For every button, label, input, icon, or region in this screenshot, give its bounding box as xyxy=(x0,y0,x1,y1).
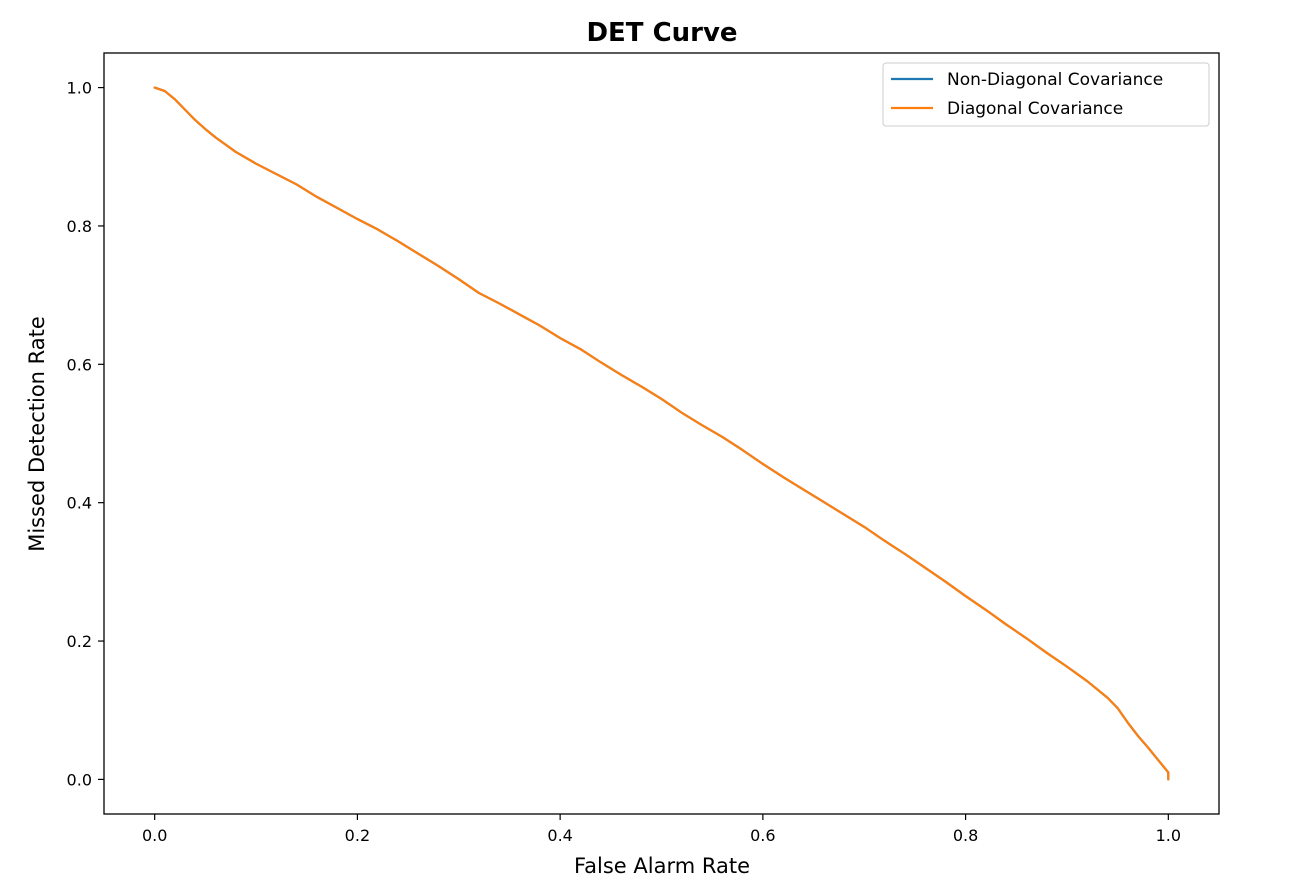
x-tick-label: 0.8 xyxy=(953,826,978,845)
y-tick-label: 1.0 xyxy=(67,79,92,98)
legend-label-non-diagonal: Non-Diagonal Covariance xyxy=(947,70,1163,90)
x-axis-ticks: 0.0 0.2 0.4 0.6 0.8 1.0 xyxy=(142,814,1181,845)
x-tick-label: 0.6 xyxy=(750,826,775,845)
y-axis-label: Missed Detection Rate xyxy=(25,316,49,552)
x-tick-label: 0.2 xyxy=(345,826,370,845)
legend: Non-Diagonal Covariance Diagonal Covaria… xyxy=(882,62,1210,127)
chart-title: DET Curve xyxy=(586,18,737,48)
legend-label-diagonal: Diagonal Covariance xyxy=(947,99,1123,119)
y-tick-label: 0.8 xyxy=(67,217,92,236)
y-tick-label: 0.4 xyxy=(67,494,92,513)
x-tick-label: 1.0 xyxy=(1156,826,1181,845)
series-line-diagonal xyxy=(153,86,1170,781)
legend-box xyxy=(882,62,1210,127)
y-tick-label: 0.6 xyxy=(67,355,92,374)
x-axis-label: False Alarm Rate xyxy=(574,854,750,878)
x-tick-label: 0.0 xyxy=(142,826,167,845)
x-tick-label: 0.4 xyxy=(547,826,572,845)
plot-frame xyxy=(103,52,1220,815)
y-axis-ticks: 0.0 0.2 0.4 0.6 0.8 1.0 xyxy=(67,79,104,789)
y-tick-label: 0.2 xyxy=(67,632,92,651)
y-tick-label: 0.0 xyxy=(67,770,92,789)
series-lines xyxy=(153,86,1170,781)
